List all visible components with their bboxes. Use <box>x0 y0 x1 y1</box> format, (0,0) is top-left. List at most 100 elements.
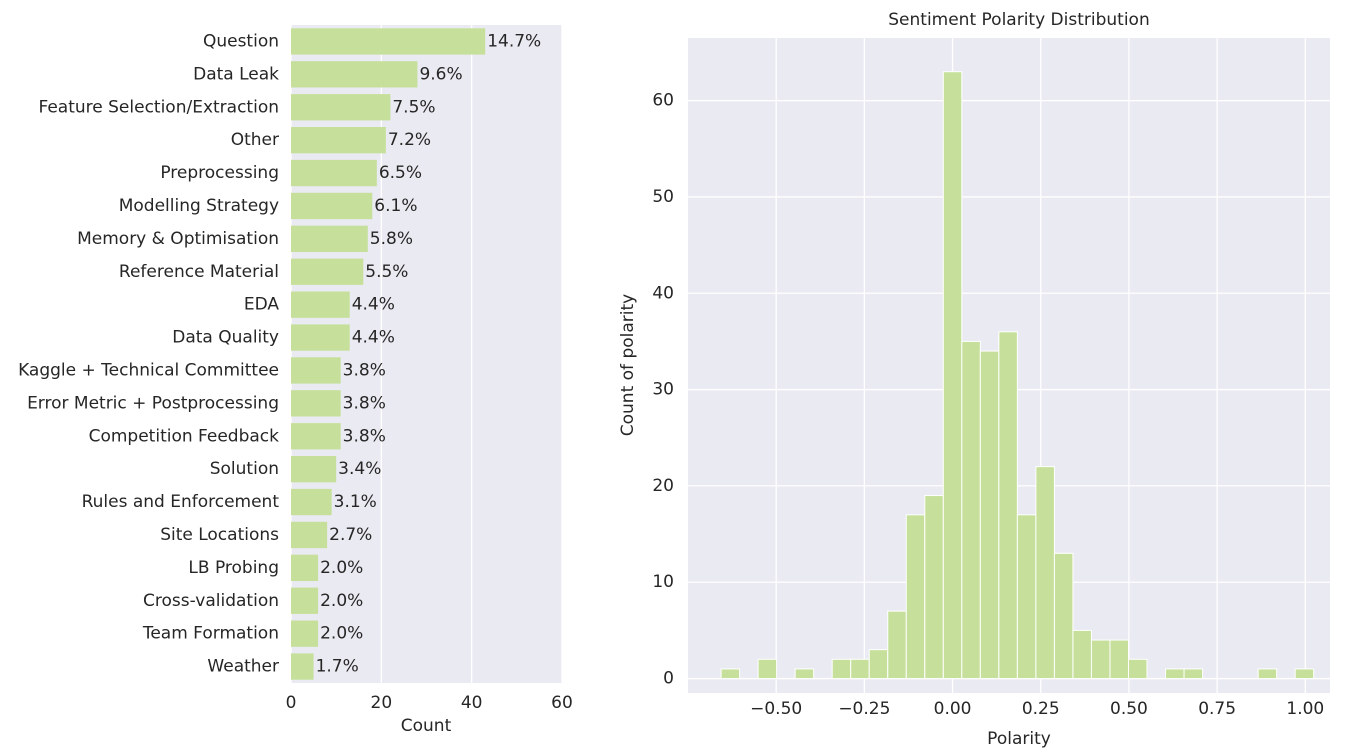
y-tick-label: Data Quality <box>172 328 279 348</box>
bar <box>291 225 368 253</box>
x-tick-label: −0.25 <box>838 699 890 719</box>
bar <box>291 94 391 121</box>
x-tick-label: 0.50 <box>1110 699 1148 719</box>
y-tick-label: 0 <box>663 669 674 689</box>
x-tick-label: −0.50 <box>750 699 802 719</box>
histogram-bar <box>1165 668 1185 680</box>
x-tick-label: 0.75 <box>1198 699 1236 719</box>
data-label: 6.5% <box>379 163 422 183</box>
bar <box>291 159 377 187</box>
x-tick-label: 60 <box>551 693 573 713</box>
data-label: 2.0% <box>320 558 363 578</box>
data-label: 3.4% <box>338 459 381 479</box>
bar <box>291 423 341 450</box>
histogram-bar <box>924 495 944 680</box>
y-tick-label: Weather <box>207 657 279 677</box>
histogram-bar <box>757 658 778 680</box>
bar <box>291 357 341 384</box>
histogram-bar <box>1072 629 1092 680</box>
y-tick-label: Error Metric + Postprocessing <box>27 393 279 413</box>
y-tick-label: LB Probing <box>188 558 279 578</box>
data-label: 5.8% <box>370 229 413 249</box>
y-tick-label: Memory & Optimisation <box>77 229 279 249</box>
data-label: 7.2% <box>388 130 431 150</box>
x-axis-label: Count <box>401 716 452 736</box>
x-tick-label: 0.25 <box>1022 699 1060 719</box>
bar <box>291 521 328 549</box>
histogram-bar <box>998 331 1018 680</box>
histogram-bar <box>961 340 981 680</box>
histogram-bar <box>1053 552 1074 680</box>
y-tick-label: Rules and Enforcement <box>82 492 280 512</box>
y-tick-label: 60 <box>652 91 674 111</box>
data-label: 14.7% <box>487 31 541 51</box>
y-tick-label: 30 <box>652 380 674 400</box>
histogram-bar <box>794 668 815 680</box>
data-label: 1.7% <box>316 657 359 677</box>
x-tick-label: 40 <box>461 693 483 713</box>
bar <box>291 653 314 680</box>
data-label: 4.4% <box>352 328 395 348</box>
histogram-bar <box>979 350 1000 680</box>
data-label: 3.8% <box>343 360 386 380</box>
bar <box>291 28 486 55</box>
bar <box>291 126 386 154</box>
histogram-bar <box>1035 466 1055 680</box>
data-label: 7.5% <box>392 97 435 117</box>
data-label: 2.7% <box>329 525 372 545</box>
x-tick-label: 20 <box>371 693 393 713</box>
bar <box>291 620 319 647</box>
histogram-bar <box>1257 668 1278 680</box>
y-tick-label: Competition Feedback <box>89 426 280 446</box>
y-tick-label: Question <box>203 31 279 51</box>
histogram-bar <box>1016 514 1037 680</box>
x-axis-label: Polarity <box>987 729 1051 749</box>
x-tick-label: 1.00 <box>1286 699 1324 719</box>
plot-background <box>291 25 562 683</box>
y-tick-label: Team Formation <box>142 624 279 644</box>
y-tick-label: Other <box>231 130 279 150</box>
bar <box>291 455 337 483</box>
y-tick-label: Solution <box>210 459 279 479</box>
histogram-bar <box>905 514 926 680</box>
data-label: 2.0% <box>320 624 363 644</box>
y-tick-label: Data Leak <box>193 64 279 84</box>
histogram-bar <box>720 668 741 680</box>
bar <box>291 192 373 220</box>
histogram-bar <box>831 658 852 680</box>
bar <box>291 390 341 417</box>
y-tick-label: Modelling Strategy <box>119 196 279 216</box>
data-label: 3.1% <box>334 492 377 512</box>
y-tick-label: 10 <box>652 572 674 592</box>
y-tick-label: Cross-validation <box>143 591 279 611</box>
y-tick-label: Site Locations <box>160 525 279 545</box>
histogram-bar <box>1183 668 1204 680</box>
data-label: 5.5% <box>365 262 408 282</box>
histogram-bar <box>1127 658 1148 680</box>
data-label: 6.1% <box>374 196 417 216</box>
bar <box>291 291 350 318</box>
y-tick-label: 50 <box>652 187 674 207</box>
histogram-bar <box>1109 639 1129 680</box>
y-tick-label: Kaggle + Technical Committee <box>18 360 279 380</box>
y-tick-label: EDA <box>244 295 280 315</box>
x-tick-label: 0 <box>286 693 297 713</box>
y-tick-label: 20 <box>652 476 674 496</box>
y-tick-label: 40 <box>652 283 674 303</box>
bar <box>291 258 364 285</box>
y-tick-label: Preprocessing <box>160 163 279 183</box>
x-tick-label: 0.00 <box>934 699 972 719</box>
bar <box>291 61 418 88</box>
bar <box>291 587 319 614</box>
histogram-bar <box>1090 639 1111 680</box>
bar <box>291 488 332 516</box>
histogram-bar <box>942 71 963 680</box>
y-axis-label: Count of polarity <box>618 294 638 436</box>
histogram-bar <box>868 649 889 680</box>
y-tick-label: Reference Material <box>119 262 279 282</box>
histogram-bar <box>887 610 907 680</box>
data-label: 2.0% <box>320 591 363 611</box>
histogram-bar <box>850 658 870 680</box>
chart-title: Sentiment Polarity Distribution <box>888 10 1149 30</box>
y-tick-label: Feature Selection/Extraction <box>39 97 280 117</box>
